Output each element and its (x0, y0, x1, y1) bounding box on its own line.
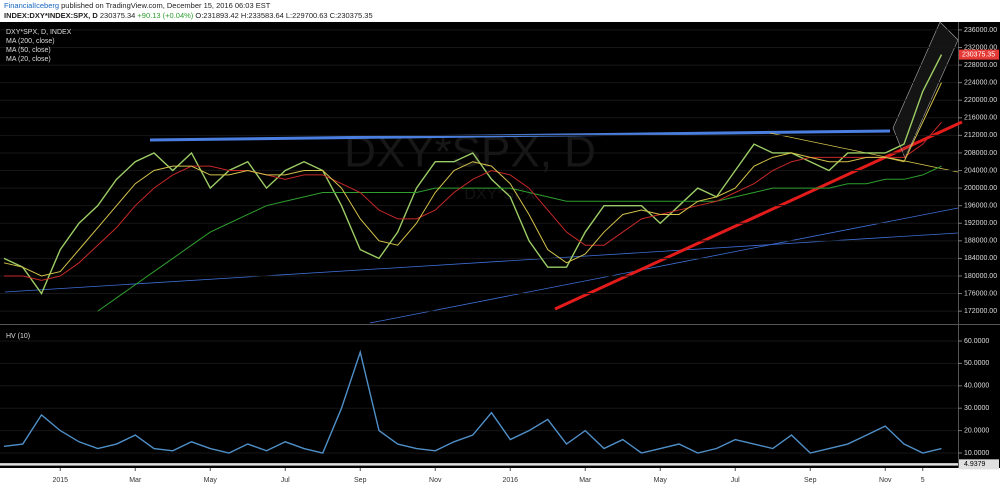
y-tick-label: 40.0000 (964, 383, 989, 390)
x-tick-label: Jul (281, 477, 290, 484)
x-tick-label: Nov (429, 477, 442, 484)
y-tick-label: 50.0000 (964, 360, 989, 367)
y-tick-label: 180000.00 (964, 273, 997, 280)
y-tick-label: 224000.00 (964, 79, 997, 86)
time-axis-bar (0, 468, 1000, 490)
watermark-sub: DXY*SPX (464, 186, 535, 203)
y-tick-label: 196000.00 (964, 203, 997, 210)
x-tick-label: Nov (879, 477, 892, 484)
x-tick-label: 5 (921, 477, 925, 484)
header-bar (0, 0, 1000, 22)
x-tick-label: Jul (731, 477, 740, 484)
published: published on TradingView.com, December 1… (61, 1, 271, 10)
support-line[interactable] (554, 120, 963, 311)
y-tick-label: 172000.00 (964, 308, 997, 315)
x-tick-label: 2016 (502, 477, 518, 484)
panel-title: HV (10) (6, 333, 30, 340)
ohlc: O:231893.42 H:233583.64 L:229700.63 C:23… (195, 11, 372, 20)
x-tick-label: May (204, 477, 218, 484)
y-tick-label: 30.0000 (964, 405, 989, 412)
y-tick-label: 10.0000 (964, 450, 989, 457)
y-tick-label: 200000.00 (964, 185, 997, 192)
x-tick-label: Mar (579, 477, 592, 484)
y-tick-label: 232000.00 (964, 44, 997, 51)
series-line (3, 349, 942, 454)
last-price: 230375.34 (100, 11, 135, 20)
y-tick-label: 208000.00 (964, 150, 997, 157)
series-line (97, 165, 942, 312)
y-tick-label: 236000.00 (964, 27, 997, 34)
change: +90.13 (+0.04%) (137, 11, 193, 20)
legend-entry: MA (200, close) (6, 38, 55, 45)
last-price-label: 230375.35 (962, 51, 995, 58)
legend-entry: MA (50, close) (6, 47, 51, 54)
series-line (4, 121, 942, 281)
y-tick-label: 176000.00 (964, 290, 997, 297)
y-tick-label: 204000.00 (964, 167, 997, 174)
series-line (3, 54, 943, 295)
symbol: INDEX:DXY*INDEX:SPX, D (4, 11, 98, 20)
reference-label: 4.9379 (964, 461, 986, 468)
y-tick-label: 188000.00 (964, 238, 997, 245)
y-tick-label: 228000.00 (964, 62, 997, 69)
y-tick-label: 60.0000 (964, 338, 989, 345)
panel-title: DXY*SPX, D, INDEX (6, 29, 72, 36)
y-tick-label: 220000.00 (964, 97, 997, 104)
y-tick-label: 216000.00 (964, 115, 997, 122)
trend-line (369, 207, 959, 324)
legend-entry: MA (20, close) (6, 56, 51, 63)
last-price-box (959, 49, 999, 60)
y-tick-label: 20.0000 (964, 427, 989, 434)
trend-drawings (0, 21, 963, 454)
series-line (3, 82, 942, 277)
y-tick-label: 212000.00 (964, 132, 997, 139)
x-tick-label: May (654, 477, 668, 484)
author[interactable]: FinancialIceberg (4, 1, 59, 10)
header-line: FinancialIceberg published on TradingVie… (4, 1, 271, 10)
y-tick-label: 184000.00 (964, 255, 997, 262)
x-tick-label: 2015 (52, 477, 68, 484)
y-tick-label: 192000.00 (964, 220, 997, 227)
x-tick-label: Mar (129, 477, 142, 484)
quote-line: INDEX:DXY*INDEX:SPX, D 230375.34 +90.13 … (4, 11, 373, 20)
x-tick-label: Sep (804, 477, 817, 484)
trend-line (4, 232, 959, 293)
channel[interactable] (892, 21, 959, 159)
reference-box (959, 459, 999, 470)
x-tick-label: Sep (354, 477, 367, 484)
